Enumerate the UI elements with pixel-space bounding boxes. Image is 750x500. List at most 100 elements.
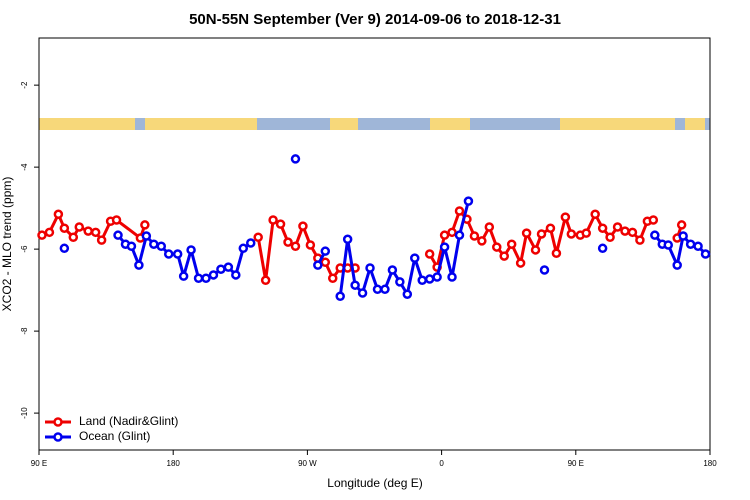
land-band: [430, 118, 470, 130]
data-point: [320, 257, 331, 267]
data-point: [410, 253, 420, 263]
x-tick-label: 180: [703, 459, 717, 468]
data-point: [163, 249, 174, 259]
land-band: [685, 118, 705, 130]
land-band: [39, 118, 135, 130]
data-point: [186, 245, 196, 255]
data-point: [676, 220, 687, 230]
data-point: [111, 215, 122, 225]
data-point: [74, 222, 85, 232]
data-point: [560, 212, 571, 222]
data-point: [290, 241, 301, 252]
data-point: [506, 239, 517, 249]
data-point: [424, 274, 435, 284]
data-point: [566, 229, 577, 239]
data-point: [238, 243, 249, 254]
data-point: [551, 248, 562, 258]
x-tick-label: 90 W: [298, 459, 317, 468]
data-point: [327, 273, 338, 283]
y-tick-label: -2: [20, 81, 29, 89]
x-tick-label: 0: [439, 459, 444, 468]
land-band: [330, 118, 358, 130]
data-point: [439, 242, 450, 252]
data-point: [357, 288, 368, 298]
y-tick-label: -8: [20, 327, 29, 335]
data-point: [650, 230, 660, 240]
data-point: [685, 239, 696, 249]
data-point: [83, 226, 93, 236]
legend-marker: [53, 417, 63, 427]
data-point: [432, 272, 442, 282]
data-point: [447, 227, 457, 238]
data-point: [201, 273, 211, 283]
data-point: [68, 232, 79, 242]
legend-label: Ocean (Glint): [79, 429, 150, 443]
data-point: [320, 246, 331, 256]
data-point: [313, 260, 323, 270]
data-point: [208, 270, 219, 280]
data-point: [178, 271, 189, 281]
data-point: [53, 209, 64, 220]
data-point: [590, 209, 600, 220]
data-point: [663, 240, 673, 250]
data-point: [447, 272, 457, 282]
data-point: [372, 284, 383, 295]
data-point: [424, 249, 435, 259]
data-point: [536, 229, 547, 239]
land-mask-strip: [39, 118, 710, 130]
data-point: [605, 232, 615, 242]
data-point: [59, 243, 70, 254]
data-point: [581, 228, 591, 238]
data-point: [597, 223, 608, 233]
data-point: [44, 227, 55, 238]
x-tick-label: 90 E: [31, 459, 47, 468]
data-point: [260, 275, 271, 286]
land-band: [145, 118, 257, 130]
data-point: [141, 231, 152, 241]
y-tick-label: -4: [20, 163, 29, 171]
data-point: [134, 260, 144, 270]
data-point: [223, 262, 234, 272]
data-point: [492, 242, 502, 252]
data-point: [499, 251, 509, 261]
data-point: [231, 270, 241, 280]
data-point: [627, 227, 638, 238]
data-point: [693, 241, 703, 252]
data-point: [335, 291, 345, 302]
data-point: [253, 232, 263, 242]
data-point: [216, 264, 226, 274]
data-point: [417, 275, 427, 286]
data-point: [439, 230, 450, 240]
data-point: [140, 220, 150, 230]
data-point: [342, 234, 353, 245]
legend-marker: [53, 432, 63, 442]
data-point: [113, 230, 123, 240]
data-point: [515, 258, 526, 268]
data-point: [530, 245, 541, 255]
data-point: [96, 235, 107, 245]
y-tick-label: -6: [20, 245, 29, 253]
data-point: [597, 243, 608, 254]
data-point: [37, 230, 47, 240]
data-point: [477, 236, 487, 246]
data-point: [620, 226, 630, 236]
plot-frame: [38, 37, 711, 451]
data-point: [90, 227, 101, 238]
data-point: [283, 237, 293, 247]
data-point: [298, 221, 308, 231]
land-band: [560, 118, 675, 130]
data-point: [463, 196, 474, 206]
data-point: [539, 265, 550, 275]
data-point: [612, 222, 623, 232]
x-tick-label: 180: [167, 459, 181, 468]
data-point: [156, 241, 167, 252]
legend-label: Land (Nadir&Glint): [79, 414, 178, 428]
data-point: [672, 260, 682, 270]
x-axis-label: Longitude (deg E): [327, 476, 422, 490]
data-point: [350, 280, 360, 290]
data-point: [305, 240, 316, 250]
data-point: [521, 228, 532, 238]
data-point: [59, 223, 70, 233]
